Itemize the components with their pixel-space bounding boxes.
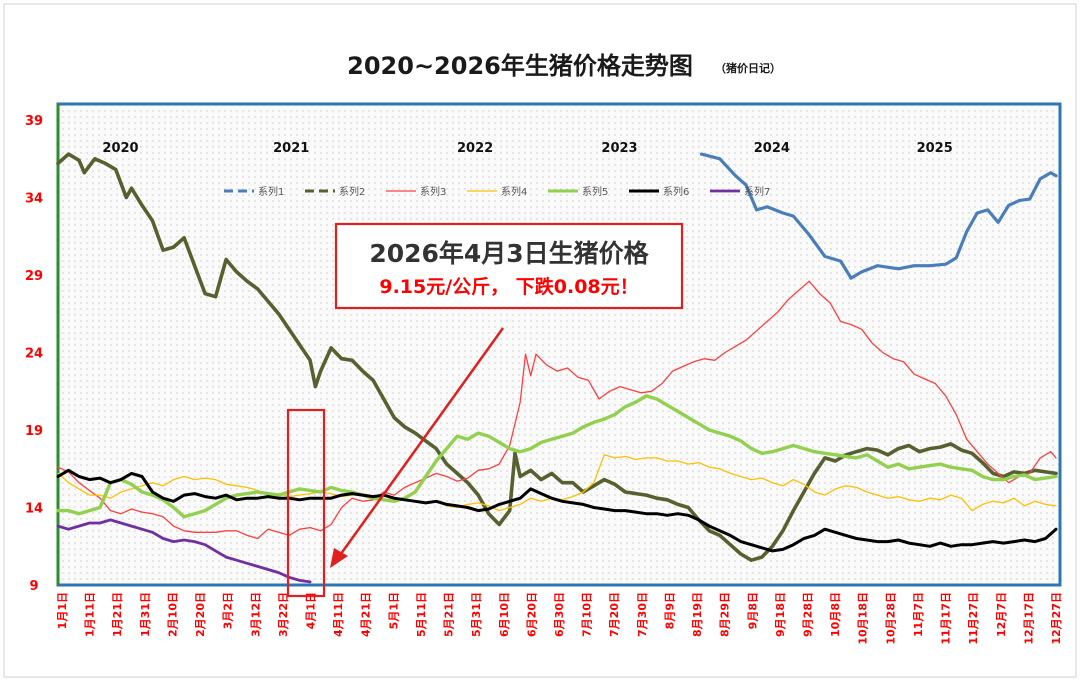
x-tick-label-32: 11月17日 (940, 592, 953, 645)
x-tick-label-35: 12月17日 (1022, 592, 1035, 645)
x-tick-label-21: 7月30日 (636, 592, 649, 637)
plot-area (56, 102, 1062, 587)
x-tick-label-29: 10月18日 (857, 592, 870, 645)
x-tick-label-10: 4月11日 (332, 592, 345, 637)
x-tick-label-20: 7月20日 (608, 592, 621, 637)
x-tick-label-31: 11月7日 (912, 592, 925, 637)
x-tick-label-22: 8月9日 (663, 592, 676, 629)
y-tick-label-34: 34 (25, 192, 43, 207)
x-tick-label-33: 11月27日 (967, 592, 980, 645)
y-tick-label-24: 24 (25, 347, 43, 362)
year-label-2020: 2020 (102, 141, 138, 156)
x-tick-label-14: 5月21日 (443, 592, 456, 637)
legend-label-2: 系列2 (339, 185, 365, 198)
series-line-5 (56, 394, 1058, 519)
callout-line2: 9.15元/公斤， 下跌0.08元！ (379, 275, 638, 298)
x-tick-label-16: 6月10日 (498, 592, 511, 637)
year-labels: 2020202120222023202420252026 (102, 141, 953, 156)
y-tick-label-19: 19 (25, 424, 43, 439)
y-tick-label-14: 14 (25, 502, 43, 517)
chart-subtitle: （猪价日记） (715, 61, 781, 75)
x-tick-label-5: 2月20日 (194, 592, 207, 637)
arrow-head (330, 548, 348, 568)
x-tick-label-0: 1月1日 (56, 592, 69, 629)
year-label-2023: 2023 (601, 141, 637, 156)
legend-label-6: 系列6 (663, 185, 689, 198)
y-tick-label-9: 9 (29, 579, 38, 594)
legend-label-4: 系列4 (501, 185, 527, 198)
x-tick-label-8: 3月22日 (277, 592, 290, 637)
y-ticks: 9 14 19 24 29 34 39 (25, 114, 43, 594)
series-line-1 (699, 152, 1058, 280)
year-label-2021: 2021 (273, 141, 309, 156)
x-tick-label-23: 8月19日 (691, 592, 704, 637)
x-tick-label-30: 10月28日 (884, 592, 897, 645)
x-tick-label-9: 4月1日 (305, 592, 318, 629)
x-tick-label-3: 1月31日 (139, 592, 152, 637)
series-line-3 (57, 280, 1057, 540)
x-tick-label-7: 3月12日 (249, 592, 262, 637)
series-line-2 (56, 152, 1058, 562)
x-tick-label-19: 7月10日 (581, 592, 594, 637)
x-tick-label-2: 1月21日 (111, 592, 124, 637)
x-tick-label-1: 1月11日 (84, 592, 97, 637)
x-tick-label-24: 8月29日 (719, 592, 732, 637)
year-label-2025: 2025 (917, 141, 953, 156)
highlight-box (286, 408, 326, 598)
series-line-7 (56, 518, 312, 584)
year-label-2022: 2022 (457, 141, 493, 156)
callout-line1: 2026年4月3日生猪价格 (369, 239, 649, 268)
x-tick-label-36: 12月27日 (1050, 592, 1063, 645)
legend-label-1: 系列1 (258, 185, 284, 198)
chart-title: 2020~2026年生猪价格走势图 (347, 52, 693, 80)
legend-label-5: 系列5 (582, 185, 608, 198)
x-tick-label-13: 5月11日 (415, 592, 428, 637)
year-label-2024: 2024 (754, 141, 790, 156)
x-tick-label-34: 12月7日 (995, 592, 1008, 637)
legend-label-7: 系列7 (744, 185, 770, 198)
x-tick-label-12: 5月1日 (387, 592, 400, 629)
x-tick-label-28: 10月8日 (829, 592, 842, 637)
callout-box (334, 222, 684, 310)
legend-label-3: 系列3 (420, 185, 446, 198)
x-ticks: 1月1日 1月11日 1月21日 1月31日 2月10日 2月20日 3月2日 3月12日 3月… (56, 592, 1063, 645)
callout-arrow (336, 327, 505, 559)
x-tick-label-6: 3月2日 (222, 592, 235, 629)
series-line-6 (56, 468, 1058, 553)
x-tick-label-15: 5月31日 (470, 592, 483, 637)
x-tick-label-18: 6月30日 (553, 592, 566, 637)
x-tick-label-17: 6月20日 (525, 592, 538, 637)
series-lines (56, 152, 1058, 584)
y-tick-label-39: 39 (25, 114, 43, 129)
x-tick-label-4: 2月10日 (166, 592, 179, 637)
x-tick-label-26: 9月18日 (774, 592, 787, 637)
x-tick-label-27: 9月28日 (802, 592, 815, 637)
y-tick-label-29: 29 (25, 269, 43, 284)
x-tick-label-25: 9月8日 (746, 592, 759, 629)
x-tick-label-11: 4月21日 (360, 592, 373, 637)
legend: 系列1 系列2 系列3 系列4 系列5 系列6 系列7 (224, 185, 770, 198)
